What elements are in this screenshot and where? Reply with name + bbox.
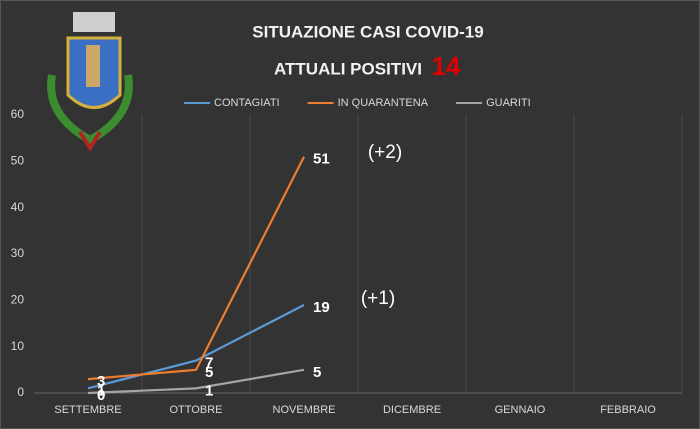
chart-title: SITUAZIONE CASI COVID-19 <box>252 22 483 41</box>
data-label: 0 <box>97 387 105 404</box>
x-tick-label: DICEMBRE <box>383 404 441 416</box>
y-tick-label: 50 <box>11 154 25 168</box>
series-line <box>87 156 305 381</box>
y-tick-label: 0 <box>17 385 24 399</box>
y-tick-label: 40 <box>11 200 25 214</box>
data-label: 5 <box>313 364 321 381</box>
data-label: 51 <box>313 151 330 168</box>
y-tick-label: 60 <box>11 107 25 121</box>
x-tick-label: NOVEMBRE <box>273 404 336 416</box>
x-tick-label: SETTEMBRE <box>54 404 121 416</box>
data-label: 7 <box>205 355 213 372</box>
annotation: (+1) <box>361 288 395 309</box>
y-tick-label: 20 <box>11 293 25 307</box>
chart-subtitle: ATTUALI POSITIVI <box>274 59 422 78</box>
x-tick-label: FEBBRAIO <box>600 404 656 416</box>
data-label: 3 <box>97 373 105 390</box>
emblem <box>47 12 133 152</box>
data-label: 1 <box>205 382 213 399</box>
series-line <box>87 368 305 395</box>
data-label: 1 <box>97 382 105 399</box>
legend-label: GUARITI <box>486 97 531 109</box>
data-label: 19 <box>313 299 330 316</box>
data-label: 5 <box>205 364 213 381</box>
y-tick-label: 30 <box>11 246 25 260</box>
series-line <box>87 303 305 390</box>
y-tick-label: 10 <box>11 339 25 353</box>
x-tick-label: GENNAIO <box>495 404 546 416</box>
positive-count: 14 <box>432 51 461 81</box>
legend-label: IN QUARANTENA <box>338 97 429 109</box>
legend-label: CONTAGIATI <box>214 97 280 109</box>
x-tick-label: OTTOBRE <box>170 404 223 416</box>
annotation: (+2) <box>368 142 402 163</box>
